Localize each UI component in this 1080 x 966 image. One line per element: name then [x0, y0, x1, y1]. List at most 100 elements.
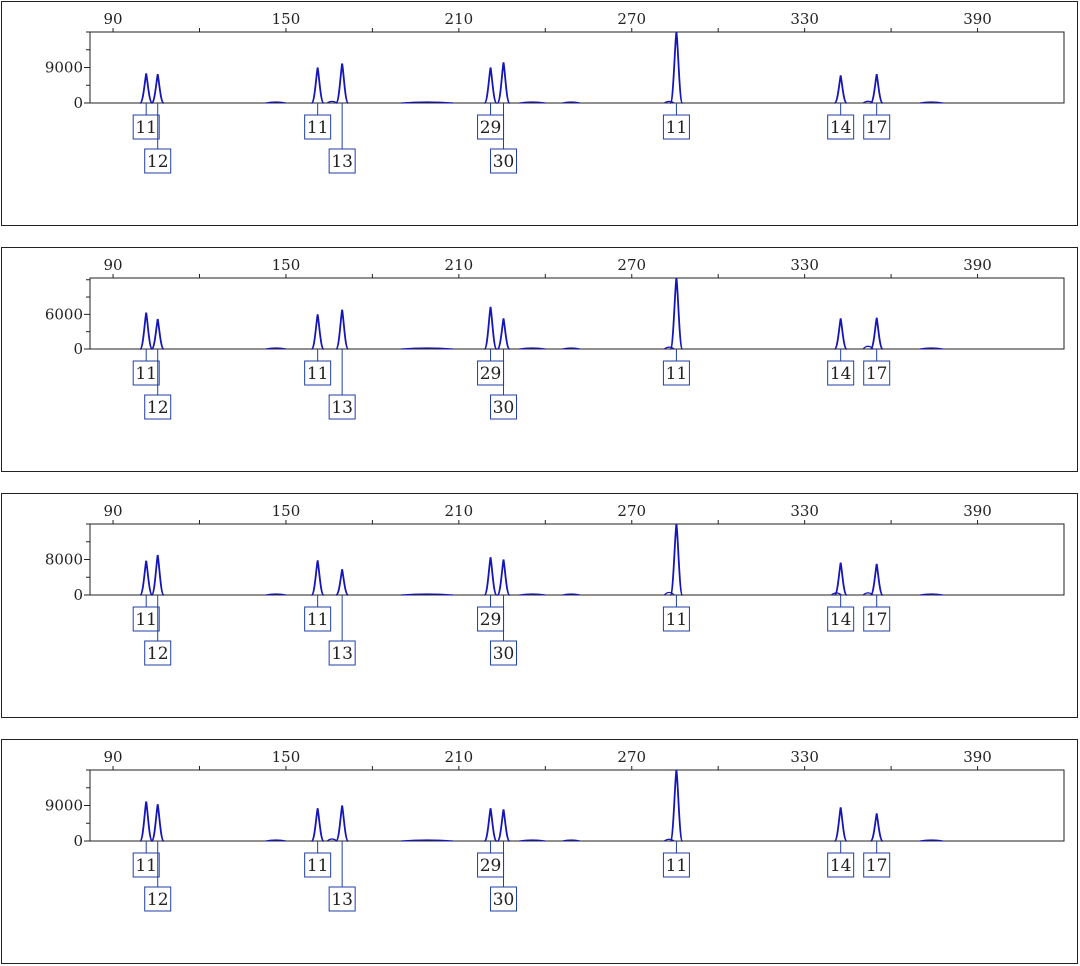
electropherogram-panel-2: 90 150 210 270 330 390 0 6000 11 12 11 13 29 30 11 14 17: [1, 247, 1078, 472]
allele-label: 14: [830, 610, 852, 630]
peak: [310, 808, 325, 842]
peak: [335, 569, 349, 596]
peak: [139, 560, 154, 596]
x-tick-label: 270: [617, 10, 646, 28]
y-tick-label: 0: [73, 586, 83, 604]
baseline: [265, 101, 944, 104]
allele-label: 17: [866, 364, 888, 384]
allele-label: 12: [147, 644, 169, 664]
peak: [496, 318, 511, 350]
y-tick-label: 9000: [45, 797, 83, 815]
allele-label: 12: [147, 398, 169, 418]
peak: [669, 523, 684, 596]
allele-label: 30: [493, 152, 515, 172]
allele-label: 12: [147, 890, 169, 910]
peak: [496, 559, 511, 596]
baseline-hump: [401, 347, 454, 350]
baseline-hump: [919, 839, 944, 842]
x-tick-label: 330: [790, 502, 819, 520]
y-axis: 0 9000: [45, 31, 90, 112]
allele-box: [304, 852, 332, 878]
x-tick-label: 270: [617, 748, 646, 766]
peak: [335, 805, 350, 842]
allele-label: 29: [480, 118, 502, 138]
allele-label: 13: [331, 398, 353, 418]
allele-box: [863, 852, 891, 878]
peak: [150, 554, 165, 596]
x-tick-label: 390: [963, 256, 992, 274]
allele-box: [662, 114, 690, 140]
baseline: [265, 347, 944, 350]
allele-label: 14: [830, 118, 852, 138]
electropherogram-panel-1: 90 150 210 270 330 390 0 9000 11 12 11 13 29 30 11 14 17: [1, 1, 1078, 226]
y-tick-label: 0: [73, 340, 83, 358]
allele-label: 14: [830, 856, 852, 876]
peak: [869, 74, 884, 104]
peak: [310, 67, 325, 104]
y-axis: 0 9000: [45, 769, 90, 850]
allele-label: 30: [493, 398, 515, 418]
electropherogram-panel-3: 90 150 210 270 330 390 0 8000 11 12 11 13 29 30 11 14 17: [1, 493, 1078, 718]
allele-label: 17: [866, 610, 888, 630]
baseline-hump: [919, 101, 944, 104]
allele-label: 13: [331, 644, 353, 664]
peak: [310, 314, 325, 350]
peak: [869, 563, 884, 596]
y-tick-label: 0: [73, 832, 83, 850]
plot-frame: [89, 277, 1065, 350]
plot-frame: [89, 769, 1065, 842]
y-axis: 0 6000: [45, 279, 90, 358]
allele-box: [863, 360, 891, 386]
peak: [139, 801, 154, 842]
peak: [483, 306, 498, 350]
x-tick-label: 90: [104, 748, 123, 766]
peak: [310, 560, 325, 596]
allele-box: [827, 360, 855, 386]
allele-label: 11: [307, 118, 329, 138]
x-tick-label: 270: [617, 502, 646, 520]
allele-box: [827, 606, 855, 632]
baseline-hump: [401, 839, 454, 842]
baseline-hump: [562, 593, 581, 596]
x-tick-label: 210: [445, 502, 474, 520]
peak: [150, 804, 165, 842]
x-tick-label: 150: [272, 748, 301, 766]
allele-label: 11: [135, 856, 157, 876]
baseline-hump: [265, 839, 287, 842]
allele-label: 11: [666, 610, 688, 630]
allele-label: 12: [147, 152, 169, 172]
allele-box: [477, 852, 505, 878]
x-tick-label: 390: [963, 10, 992, 28]
electropherogram-panel-4: 90 150 210 270 330 390 0 9000 11 12 11 13 29 30 11 14 17: [1, 739, 1078, 964]
allele-label: 29: [480, 610, 502, 630]
x-axis: 90 150 210 270 330 390: [104, 748, 992, 770]
x-tick-label: 330: [790, 10, 819, 28]
allele-box: [304, 606, 332, 632]
peak: [833, 318, 848, 350]
x-tick-label: 150: [272, 502, 301, 520]
allele-box: [490, 148, 518, 174]
x-axis: 90 150 210 270 330 390: [104, 502, 992, 524]
x-tick-label: 390: [963, 748, 992, 766]
allele-box: [662, 360, 690, 386]
allele-box: [144, 394, 172, 420]
x-tick-label: 90: [104, 10, 123, 28]
peak: [833, 75, 848, 104]
baseline-hump: [519, 839, 546, 842]
allele-box: [328, 886, 356, 912]
x-axis: 90 150 210 270 330 390: [104, 10, 992, 32]
allele-box: [304, 360, 332, 386]
peak: [139, 312, 154, 350]
baseline-hump: [919, 347, 944, 350]
allele-label: 30: [493, 644, 515, 664]
allele-label: 11: [307, 856, 329, 876]
allele-box: [144, 640, 172, 666]
allele-label: 17: [866, 856, 888, 876]
allele-box: [328, 394, 356, 420]
minor-peak: [663, 346, 675, 350]
x-tick-label: 90: [104, 256, 123, 274]
x-tick-label: 210: [445, 256, 474, 274]
peak: [869, 317, 884, 350]
